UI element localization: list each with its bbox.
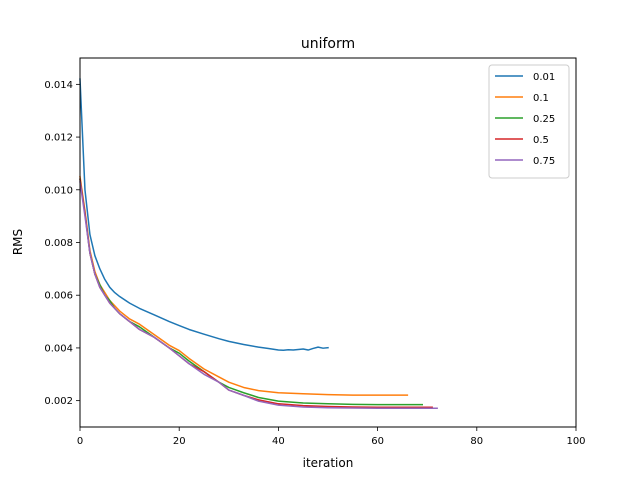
y-tick-label: 0.008 <box>44 238 73 249</box>
x-axis-label: iteration <box>303 456 354 470</box>
legend-label-2: 0.25 <box>533 114 555 125</box>
y-tick-label: 0.012 <box>44 133 73 144</box>
x-tick-label: 0 <box>77 436 83 447</box>
y-tick-label: 0.010 <box>44 185 73 196</box>
legend: 0.01 0.1 0.25 0.5 0.75 <box>488 64 570 179</box>
x-tick-label: 20 <box>173 436 186 447</box>
legend-label-1: 0.1 <box>533 93 549 104</box>
legend-box <box>488 64 570 179</box>
legend-label-0: 0.01 <box>533 72 555 83</box>
series-line-2 <box>79 178 423 406</box>
x-tick-label: 60 <box>371 436 384 447</box>
x-tick-label: 80 <box>470 436 483 447</box>
plot-area <box>79 78 438 410</box>
y-tick-label: 0.014 <box>44 80 73 91</box>
y-tick-label: 0.002 <box>44 396 73 407</box>
y-axis-label: RMS <box>11 229 25 255</box>
y-tick-label: 0.006 <box>44 291 73 302</box>
chart-title: uniform <box>301 36 355 52</box>
x-axis: 0 20 40 60 80 100 <box>77 427 586 447</box>
legend-label-4: 0.75 <box>533 156 555 167</box>
y-tick-label: 0.004 <box>44 343 73 354</box>
series-line-4 <box>79 181 438 410</box>
x-tick-label: 100 <box>566 436 585 447</box>
legend-label-3: 0.5 <box>533 135 549 146</box>
series-line-0 <box>79 78 329 352</box>
x-tick-label: 40 <box>272 436 285 447</box>
y-axis: 0.002 0.004 0.006 0.008 0.010 0.012 0.014 <box>44 80 80 407</box>
